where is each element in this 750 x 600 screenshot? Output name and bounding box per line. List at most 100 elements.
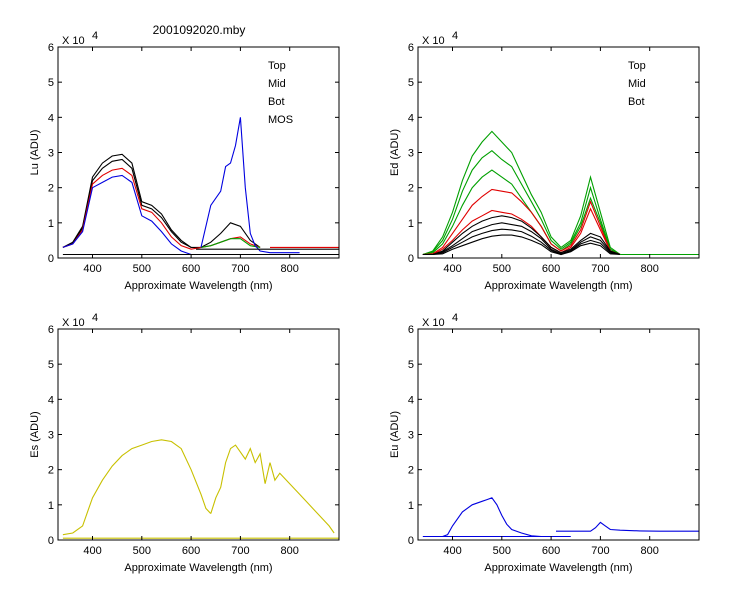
lu-series-line-0 [62,153,261,248]
lu-legend-entry: Top [268,60,286,72]
lu-ytick-label: 1 [48,218,54,230]
es-series-line-1 [210,444,335,534]
figure-title: 2001092020.mby [153,23,246,37]
ed-ytick-label: 2 [408,183,414,195]
ed-ytick-label: 1 [408,218,414,230]
lu-ytick-label: 6 [48,42,54,54]
lu-xtick-label: 600 [182,263,200,275]
eu-series-line-2 [556,521,699,532]
es-exponent-power: 4 [92,312,98,324]
ed-xtick-label: 600 [542,263,560,275]
es-xtick-label: 500 [133,545,151,557]
lu-ylabel: Lu (ADU) [29,130,41,176]
eu-xtick-label: 800 [641,545,659,557]
es-ylabel: Es (ADU) [29,411,41,457]
ed-series-line-0 [422,130,621,256]
ed-series-line-7 [422,228,621,256]
ed-legend-entry: Bot [628,96,645,108]
es-ytick-label: 2 [48,465,54,477]
ed-series-line-3 [422,188,621,256]
es-series-group [62,439,339,539]
lu-xtick-label: 500 [133,263,151,275]
lu-legend-entry: Mid [268,78,286,90]
eu-series-line-0 [422,497,552,538]
eu-xlabel: Approximate Wavelength (nm) [484,562,632,574]
es-ytick-label: 0 [48,535,54,547]
ed-xtick-label: 800 [641,263,659,275]
ed-plot-frame [417,46,700,259]
es-xtick-label: 600 [182,545,200,557]
es-series-line-0 [62,439,212,536]
eu-ytick-label: 3 [408,430,414,442]
eu-ytick-label: 5 [408,359,414,371]
lu-ytick-label: 0 [48,253,54,265]
es-ytick-label: 3 [48,430,54,442]
ed-series-line-1 [422,149,621,256]
lu-xtick-label: 800 [281,263,299,275]
lu-exponent-label: X 10 [62,35,85,47]
eu-ytick-label: 6 [408,324,414,336]
ed-ytick-label: 4 [408,112,414,124]
lu-series-group [62,117,339,256]
es-ytick-label: 5 [48,359,54,371]
lu-xtick-label: 700 [231,263,249,275]
ed-xlabel: Approximate Wavelength (nm) [484,280,632,292]
ed-series-line-5 [422,215,621,256]
es-ytick-label: 4 [48,394,54,406]
eu-series-group [422,497,699,538]
ed-series-line-2 [422,169,621,256]
eu-ylabel: Eu (ADU) [389,411,401,458]
es-panel: 0 1 2 3 4 5 6 400 500 600 700 800 X 10 4 Approximate W… [29,312,340,574]
lu-series-line-3 [200,238,261,248]
lu-legend-entry: MOS [268,114,293,126]
lu-ytick-label: 5 [48,77,54,89]
ed-exponent-power: 4 [452,30,458,42]
eu-ytick-label: 0 [408,535,414,547]
ed-xtick-label: 700 [591,263,609,275]
ed-legend-entry: Mid [628,78,646,90]
ed-series-group [422,130,699,256]
ed-legend-entry: Top [628,60,646,72]
eu-exponent-power: 4 [452,312,458,324]
es-ytick-label: 1 [48,500,54,512]
lu-series-line-4 [62,174,192,256]
lu-xlabel: Approximate Wavelength (nm) [124,280,272,292]
es-xtick-label: 400 [83,545,101,557]
es-xtick-label: 700 [231,545,249,557]
lu-legend-entry: Bot [268,96,285,108]
lu-plot-frame [57,46,340,259]
ed-exponent-label: X 10 [422,35,445,47]
ed-ytick-label: 5 [408,77,414,89]
eu-xtick-label: 500 [493,545,511,557]
ed-series-line-8 [422,234,621,256]
ed-series-line-6 [422,222,621,256]
lu-exponent-power: 4 [92,30,98,42]
lu-series-line-1 [62,158,192,248]
lu-panel: 0 1 2 3 4 5 6 400 500 600 700 800 X 10 4 Approximate W… [29,30,340,292]
es-exponent-label: X 10 [62,317,85,329]
lu-xtick-label: 400 [83,263,101,275]
eu-ytick-label: 4 [408,394,414,406]
lu-ytick-label: 4 [48,112,54,124]
es-ytick-label: 6 [48,324,54,336]
eu-xtick-label: 700 [591,545,609,557]
ed-series-line-4 [422,207,621,256]
lu-ytick-label: 2 [48,183,54,195]
eu-exponent-label: X 10 [422,317,445,329]
eu-xtick-label: 600 [542,545,560,557]
ed-ytick-label: 6 [408,42,414,54]
ed-xtick-label: 500 [493,263,511,275]
lu-series-line-5 [200,117,300,254]
es-xtick-label: 800 [281,545,299,557]
eu-ytick-label: 2 [408,465,414,477]
ed-ytick-label: 3 [408,148,414,160]
ed-ylabel: Ed (ADU) [389,129,401,176]
es-plot-frame [57,328,340,541]
lu-ytick-label: 3 [48,148,54,160]
es-xlabel: Approximate Wavelength (nm) [124,562,272,574]
eu-plot-frame [417,328,700,541]
ed-xtick-label: 400 [443,263,461,275]
eu-xtick-label: 400 [443,545,461,557]
eu-panel: 0 1 2 3 4 5 6 400 500 600 700 800 X 10 4 Approximate W… [389,312,700,574]
